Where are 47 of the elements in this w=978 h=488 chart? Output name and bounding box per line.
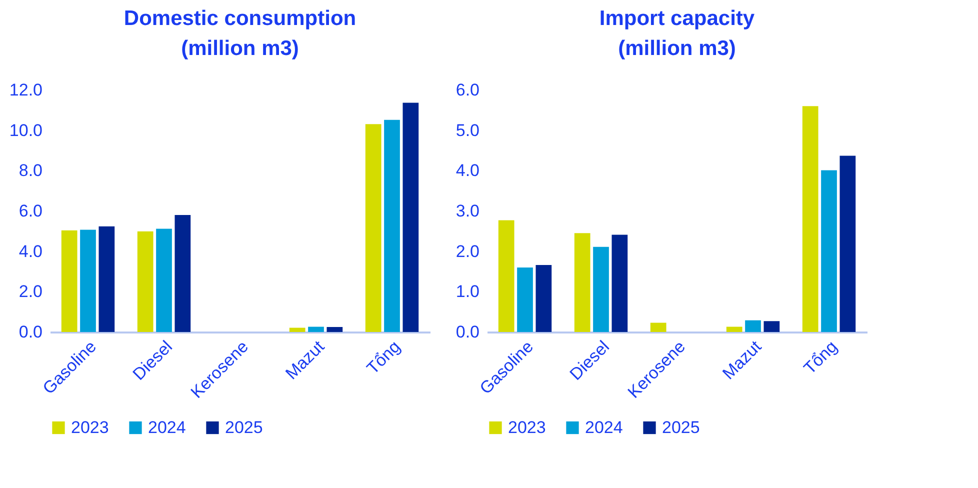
y-tick-label: 2.0	[456, 242, 480, 261]
y-tick-label: 6.0	[18, 202, 42, 220]
y-tick-label: 3.0	[456, 202, 480, 220]
y-tick-label: 0.0	[18, 322, 42, 342]
legend-label: 2023	[508, 418, 546, 437]
bar	[764, 321, 780, 332]
bar	[840, 156, 856, 332]
bar	[593, 246, 609, 332]
legend-label: 2025	[662, 418, 700, 437]
bar	[156, 228, 172, 332]
y-tick-label: 6.0	[456, 80, 480, 100]
bar	[80, 230, 96, 332]
bar	[308, 326, 324, 332]
bar	[365, 124, 382, 332]
bar	[402, 102, 419, 332]
bar	[726, 326, 742, 332]
bar	[802, 106, 818, 332]
legend-label: 2024	[585, 418, 623, 437]
bar	[98, 226, 115, 332]
bar	[650, 322, 666, 332]
bar	[821, 170, 837, 332]
y-tick-label: 12.0	[9, 80, 42, 100]
bar	[289, 328, 306, 332]
bar	[61, 230, 78, 332]
y-tick-label: 1.0	[456, 282, 480, 302]
y-tick-label: 10.0	[9, 120, 42, 140]
bar	[137, 231, 154, 332]
bar	[536, 265, 552, 332]
legend-label: 2023	[71, 418, 109, 437]
legend-label: 2025	[225, 418, 263, 437]
bar	[745, 320, 761, 332]
y-tick-label: 8.0	[18, 161, 42, 180]
bar	[574, 233, 590, 332]
y-tick-label: 2.0	[18, 282, 42, 302]
bar	[384, 120, 400, 332]
y-tick-label: 4.0	[456, 161, 480, 180]
bar	[612, 234, 628, 332]
y-tick-label: 5.0	[456, 120, 480, 140]
y-tick-label: 0.0	[456, 322, 480, 342]
chart-title: Domestic consumption (million m3)	[124, 7, 356, 60]
chart-title: Import capacity (million m3)	[599, 7, 755, 60]
y-tick-label: 4.0	[18, 242, 42, 261]
legend-label: 2024	[148, 418, 186, 437]
bar	[174, 215, 191, 332]
bar	[498, 220, 514, 332]
bar	[326, 326, 343, 332]
bar	[517, 267, 533, 332]
